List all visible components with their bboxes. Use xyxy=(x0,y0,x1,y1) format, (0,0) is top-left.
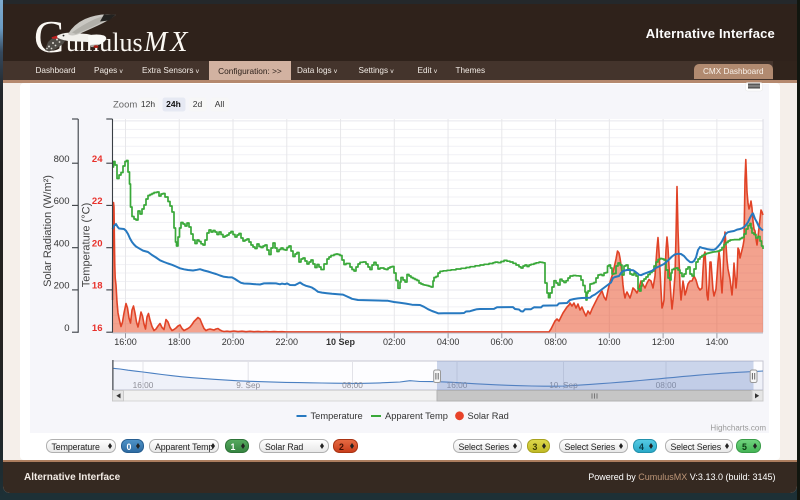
svg-text:Solar Rad: Solar Rad xyxy=(468,411,509,421)
svg-text:Temperature: Temperature xyxy=(311,411,363,421)
svg-text:16:00: 16:00 xyxy=(447,380,468,390)
svg-text:16:00: 16:00 xyxy=(114,337,137,347)
svg-text:06:00: 06:00 xyxy=(491,337,514,347)
svg-text:24: 24 xyxy=(92,154,103,165)
svg-text:02:00: 02:00 xyxy=(383,337,406,347)
svg-text:20:00: 20:00 xyxy=(222,337,245,347)
svg-text:600: 600 xyxy=(54,196,70,207)
svg-text:10:00: 10:00 xyxy=(598,337,621,347)
svg-text:0: 0 xyxy=(64,323,69,334)
svg-text:08:00: 08:00 xyxy=(544,337,567,347)
svg-text:12h: 12h xyxy=(141,99,155,109)
svg-text:14:00: 14:00 xyxy=(706,337,729,347)
svg-text:18: 18 xyxy=(92,281,103,292)
svg-text:Apparent Temp: Apparent Temp xyxy=(385,411,448,421)
svg-text:All: All xyxy=(215,99,225,109)
svg-text:200: 200 xyxy=(54,281,70,292)
svg-text:16:00: 16:00 xyxy=(133,380,154,390)
svg-text:24h: 24h xyxy=(166,99,181,109)
svg-text:Highcharts.com: Highcharts.com xyxy=(710,424,766,433)
svg-text:MX: MX xyxy=(143,27,190,58)
svg-text:800: 800 xyxy=(54,154,70,165)
svg-text:12:00: 12:00 xyxy=(652,337,675,347)
svg-text:10. Sep: 10. Sep xyxy=(549,380,578,390)
svg-text:22:00: 22:00 xyxy=(276,337,299,347)
svg-text:04:00: 04:00 xyxy=(437,337,460,347)
svg-text:18:00: 18:00 xyxy=(168,337,191,347)
svg-text:Zoom: Zoom xyxy=(113,100,137,111)
svg-text:Temperature (°C): Temperature (°C) xyxy=(81,203,93,287)
svg-text:9. Sep: 9. Sep xyxy=(236,380,260,390)
svg-text:Solar Radiation (W/m²): Solar Radiation (W/m²) xyxy=(42,175,54,287)
svg-text:08:00: 08:00 xyxy=(342,380,363,390)
svg-text:20: 20 xyxy=(92,239,103,250)
svg-text:10 Sep: 10 Sep xyxy=(326,337,356,347)
svg-text:400: 400 xyxy=(54,239,70,250)
svg-text:08:00: 08:00 xyxy=(656,380,677,390)
svg-text:22: 22 xyxy=(92,196,103,207)
svg-text:16: 16 xyxy=(92,323,103,334)
svg-text:2d: 2d xyxy=(193,99,203,109)
